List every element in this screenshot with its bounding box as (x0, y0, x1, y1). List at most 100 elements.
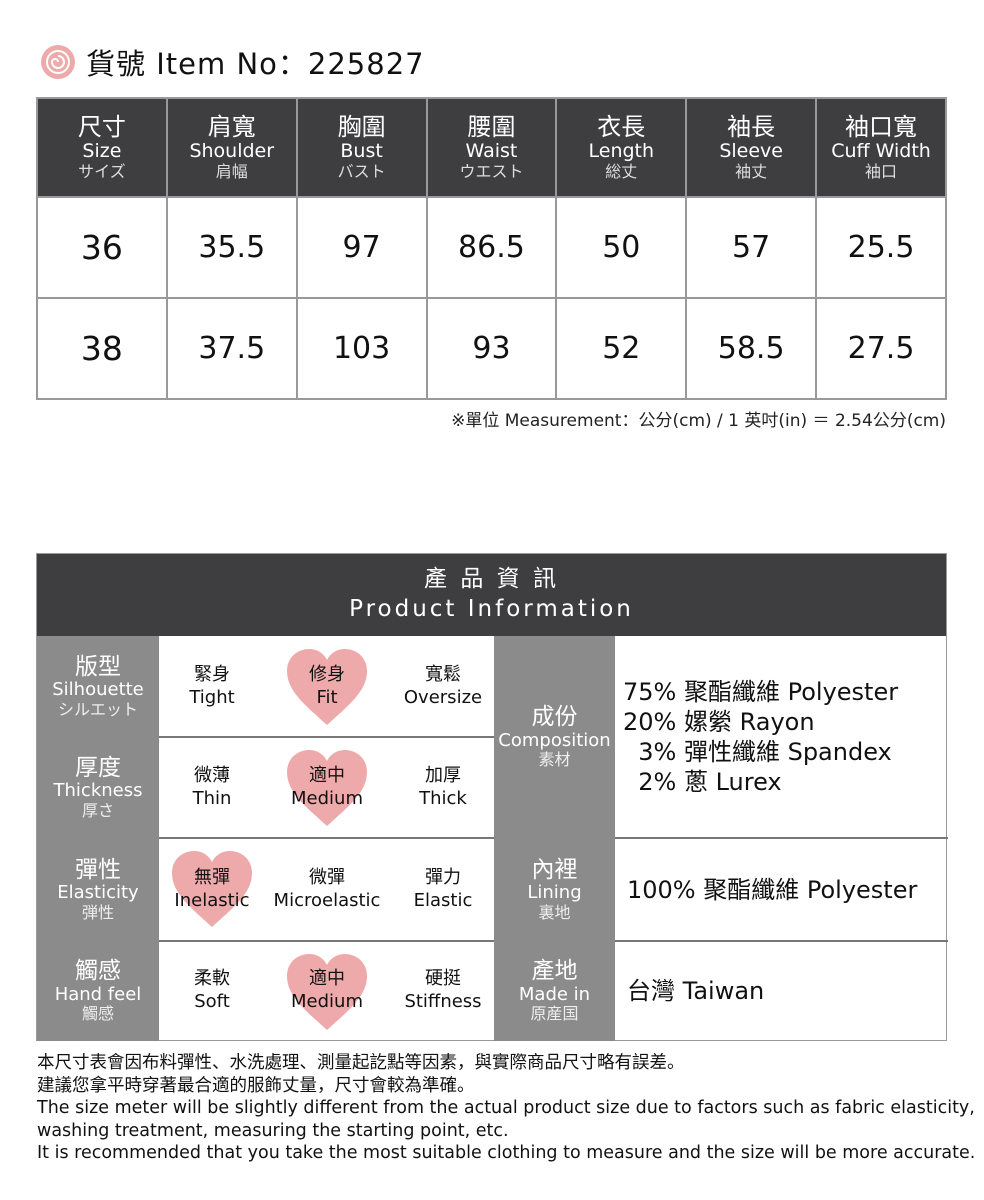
option-zh: 柔軟 (194, 968, 230, 989)
option-zh: 適中 (309, 968, 345, 989)
option-en: Inelastic (174, 889, 250, 911)
header-en: Size (82, 140, 122, 163)
header-zh: 袖口寬 (845, 112, 918, 141)
option-en: Thin (192, 787, 232, 809)
option-zh: 修身 (309, 663, 345, 685)
item-number-text: 貨號 Item No：225827 (86, 47, 425, 81)
label-zh: 內裡 (531, 856, 578, 883)
header-zh: 尺寸 (77, 112, 126, 141)
product-info-panel: 產 品 資 訊 Product Information 版型 Silhouette… (36, 553, 948, 1041)
option-selected: 修身 Fit (272, 663, 382, 709)
label-jp: 觸感 (81, 1004, 114, 1024)
label-jp: 厚さ (81, 800, 114, 820)
table-cell: 103 (295, 297, 428, 400)
option-zh: 微彈 (309, 866, 345, 888)
option-en: Soft (194, 991, 230, 1012)
column-header: 肩寬 Shoulder 肩幅 (165, 97, 298, 198)
value-line: 75% 聚酯纖維 Polyester (623, 678, 899, 706)
header-zh: 肩寬 (207, 112, 256, 141)
column-header: 袖口寬 Cuff Width 袖口 (815, 97, 947, 198)
product-info-title-zh: 產 品 資 訊 (424, 566, 559, 592)
disclaimer-line: It is recommended that you take the most… (37, 1143, 976, 1163)
heart-icon (287, 954, 367, 1030)
header-en: Bust (340, 140, 383, 163)
measurement-note: ※單位 Measurement：公分(cm) / 1 英吋(in) ＝ 2.54… (451, 411, 946, 431)
table-cell: 25.5 (815, 196, 947, 299)
heart-icon (287, 649, 367, 725)
product-info-title-en: Product Information (349, 596, 634, 622)
attribute-label: 彈性 Elasticity 弾性 (37, 838, 159, 941)
attribute-label: 觸感 Hand feel 觸感 (37, 941, 159, 1041)
label-jp: シルエット (57, 699, 138, 719)
option-en: Fit (316, 686, 338, 708)
option: 彈力 Elastic (388, 866, 498, 912)
label-en: Lining (527, 882, 582, 904)
option-en: Medium (291, 991, 363, 1012)
option-en: Microelastic (273, 889, 381, 911)
option: 柔軟 Soft (157, 967, 267, 1013)
option-zh: 適中 (309, 764, 345, 786)
label-jp: 原産国 (530, 1004, 579, 1024)
option-selected: 適中 Medium (272, 764, 382, 810)
attribute-label: 厚度 Thickness 厚さ (37, 737, 159, 838)
option-en: Thick (419, 787, 467, 809)
table-cell: 38 (36, 297, 168, 400)
label-en: Thickness (53, 780, 143, 802)
table-cell: 50 (555, 196, 688, 299)
label-jp: 裏地 (538, 902, 571, 922)
table-cell: 35.5 (165, 196, 298, 299)
option-zh: 硬挺 (425, 968, 461, 989)
disclaimer-line: washing treatment, measuring the startin… (37, 1120, 509, 1141)
label-zh: 版型 (75, 653, 121, 680)
option-zh: 加厚 (425, 764, 461, 786)
table-cell: 58.5 (685, 297, 818, 400)
header-en: Cuff Width (831, 140, 931, 163)
option: 微薄 Thin (157, 764, 267, 810)
column-header: 尺寸 Size サイズ (36, 97, 168, 198)
detail-value: 75% 聚酯纖維 Polyester 20% 嫘縈 Rayon 3% 彈性纖維 S… (623, 677, 898, 797)
table-cell: 93 (425, 297, 558, 400)
size-table: 尺寸 Size サイズ 肩寬 Shoulder 肩幅 胸圍 Bust バスト 腰圍 Waist ウエス… (36, 97, 947, 400)
option-zh: 無彈 (194, 866, 230, 888)
option-selected: 無彈 Inelastic (157, 866, 267, 912)
label-zh: 彈性 (75, 856, 121, 883)
header-en: Sleeve (719, 140, 783, 163)
header-zh: 腰圍 (467, 112, 516, 141)
label-jp: 弾性 (81, 902, 114, 922)
header-jp: 総丈 (605, 162, 638, 182)
header-jp: 袖口 (865, 162, 898, 182)
table-row: 36 35.5 97 86.5 50 57 25.5 (36, 196, 947, 299)
header-jp: ウエスト (459, 162, 524, 182)
table-cell: 27.5 (815, 297, 947, 400)
detail-label: 產地 Made in 原産国 (494, 941, 615, 1041)
option-zh: 微薄 (194, 764, 230, 786)
label-zh: 觸感 (75, 958, 121, 985)
value-line: 台灣 Taiwan (627, 977, 765, 1005)
label-en: Hand feel (54, 983, 142, 1005)
heart-icon (287, 750, 367, 826)
header-jp: 袖丈 (735, 162, 768, 182)
option-en: Tight (189, 686, 235, 708)
table-cell: 86.5 (425, 196, 558, 299)
label-en: Made in (518, 983, 591, 1005)
table-cell: 97 (295, 196, 428, 299)
disclaimer-line: 建議您拿平時穿著最合適的服飾丈量，尺寸會較為準確。 (37, 1075, 475, 1096)
option: 微彈 Microelastic (272, 866, 382, 912)
option-zh: 寬鬆 (425, 663, 461, 685)
option-en: Elastic (413, 889, 473, 911)
product-info-header: 產 品 資 訊 Product Information (37, 554, 946, 636)
column-header: 胸圍 Bust バスト (295, 97, 428, 198)
option-zh: 緊身 (194, 663, 230, 685)
header-jp: サイズ (78, 162, 126, 182)
table-cell: 52 (555, 297, 688, 400)
value-line: 100% 聚酯纖維 Polyester (627, 875, 918, 904)
table-row: 38 37.5 103 93 52 58.5 27.5 (36, 297, 947, 400)
header-jp: 肩幅 (215, 162, 248, 182)
option: 寬鬆 Oversize (388, 663, 498, 709)
header-en: Length (588, 140, 655, 163)
disclaimer-line: 本尺寸表會因布料彈性、水洗處理、測量起訖點等因素，與實際商品尺寸略有誤差。 (37, 1053, 685, 1073)
column-header: 腰圍 Waist ウエスト (425, 97, 558, 198)
value-line: 3% 彈性纖維 Spandex (623, 738, 892, 766)
attribute-label: 版型 Silhouette シルエット (37, 636, 159, 737)
table-cell: 57 (685, 196, 818, 299)
